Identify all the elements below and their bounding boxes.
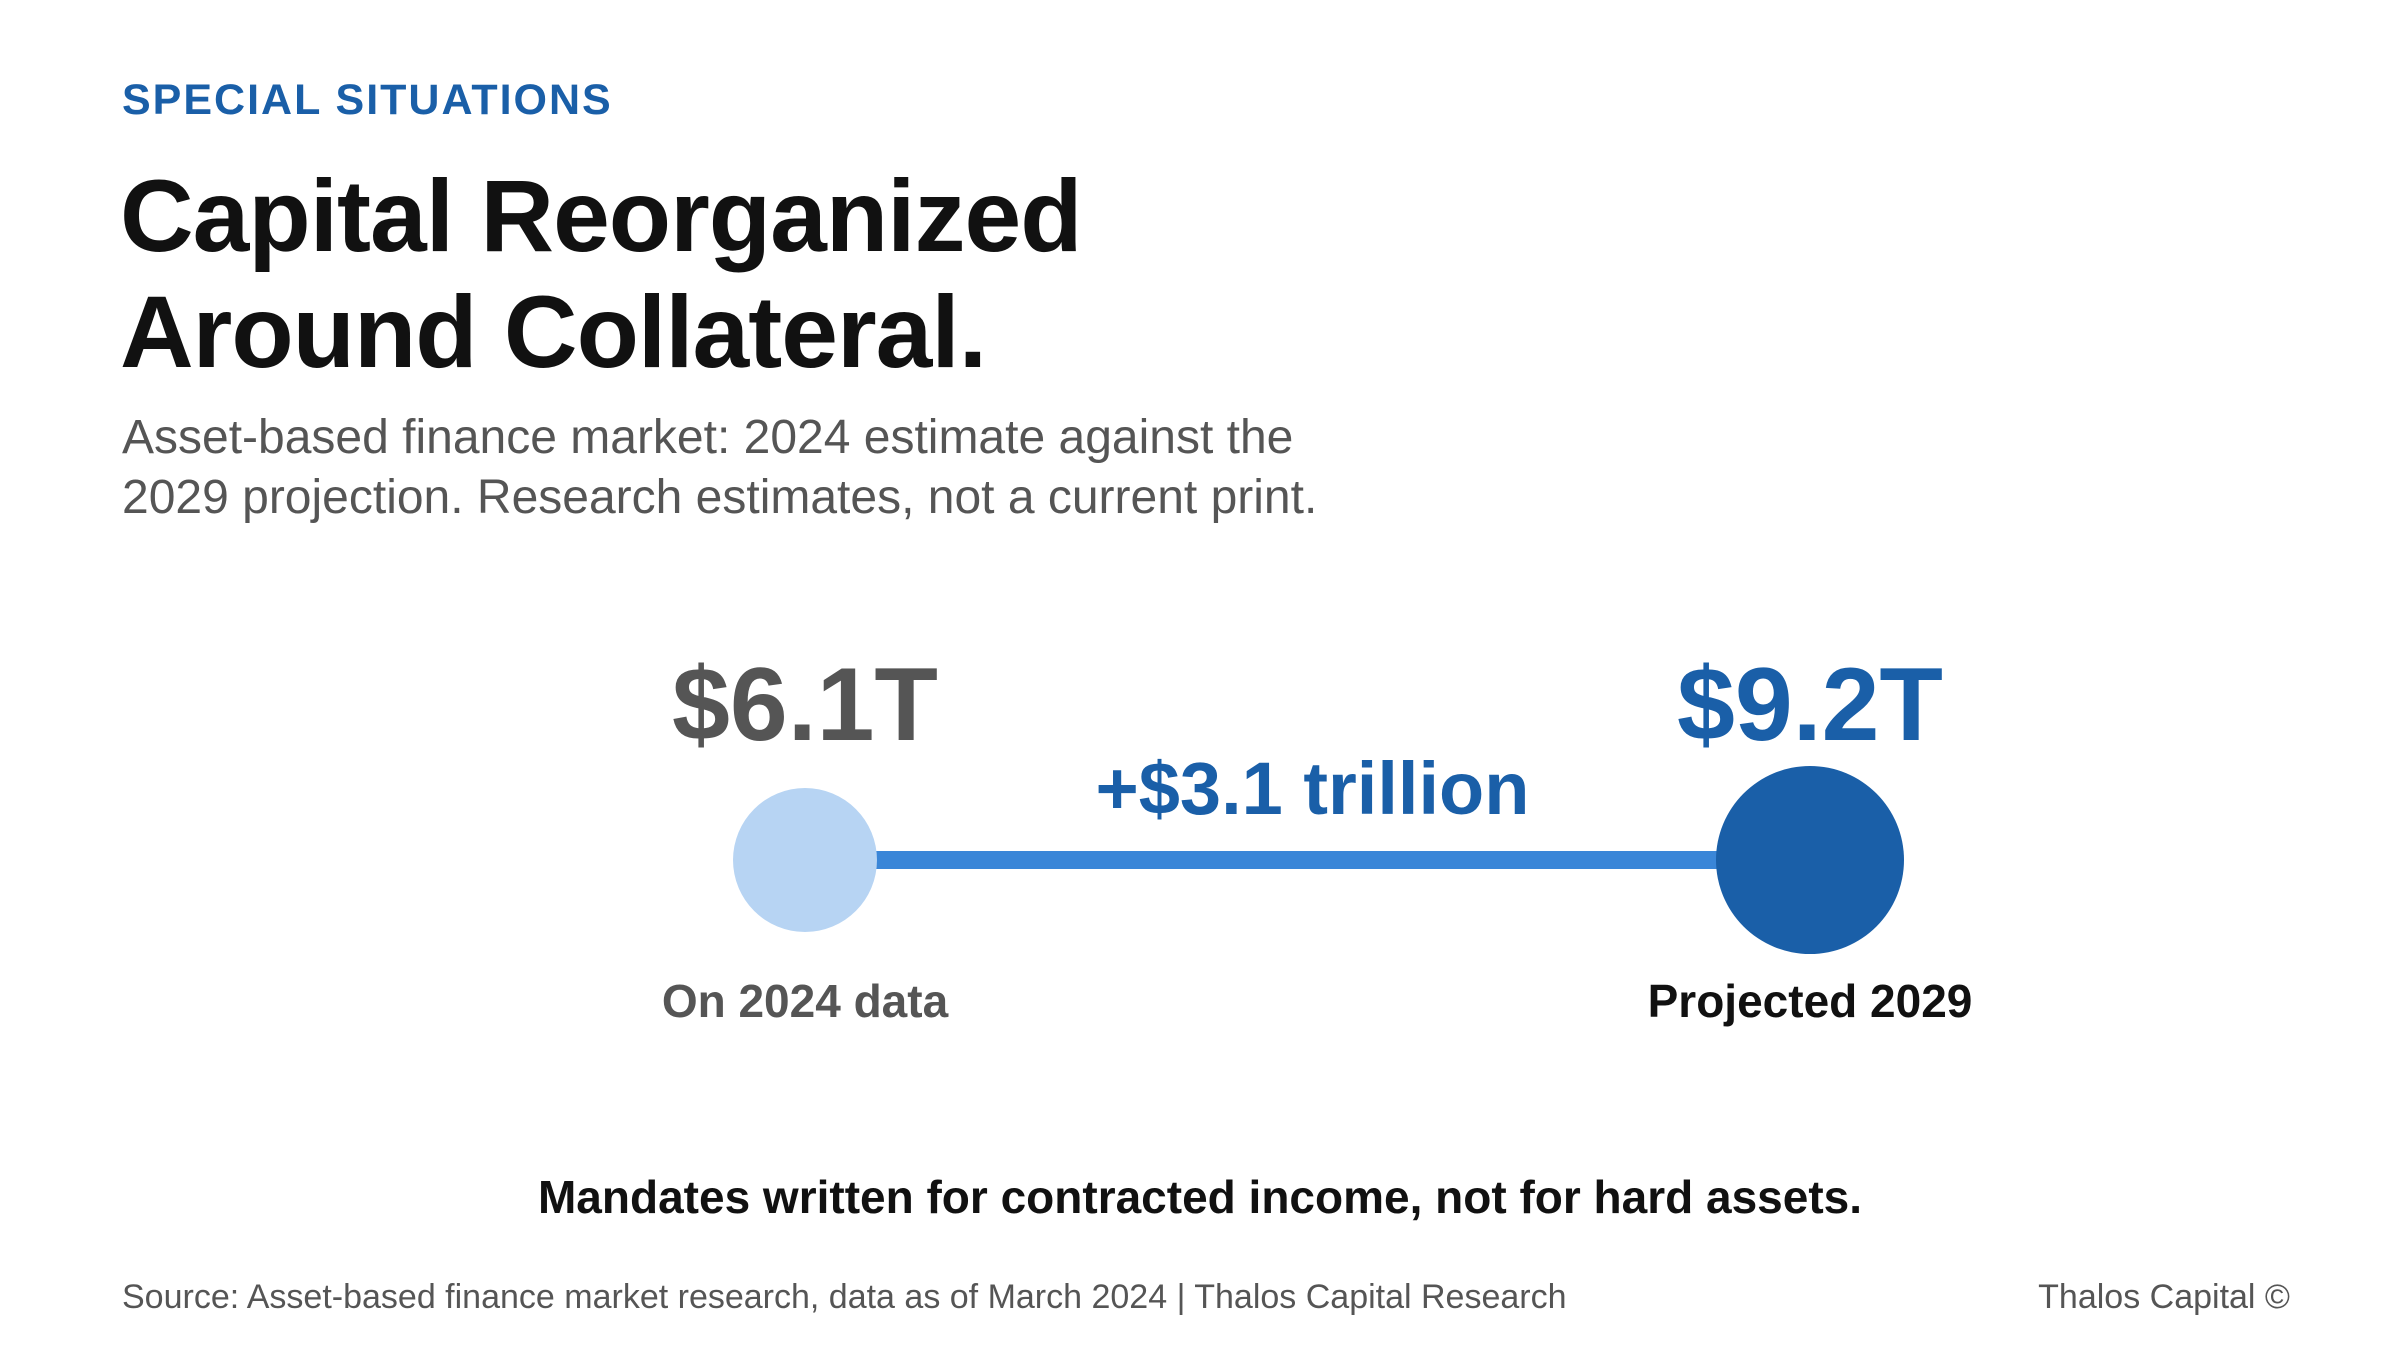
data-point-category-label: Projected 2029 <box>1648 975 1973 1027</box>
subtitle-line-2: 2029 projection. Research estimates, not… <box>122 471 1318 524</box>
subtitle-line-1: Asset-based finance market: 2024 estimat… <box>122 411 1294 464</box>
source-note: Source: Asset-based finance market resea… <box>122 1278 1567 1316</box>
data-point-marker <box>1716 766 1904 954</box>
dumbbell-chart: +$3.1 trillion $6.1T On 2024 data $9.2T Pro… <box>662 647 1973 1027</box>
data-point-marker <box>733 788 877 932</box>
data-point-value-label: $9.2T <box>1677 647 1943 763</box>
data-point-0: $6.1T On 2024 data <box>662 647 949 1027</box>
brand-mark: Thalos Capital © <box>2038 1278 2290 1316</box>
data-point-1: $9.2T Projected 2029 <box>1648 647 1973 1027</box>
data-point-value-label: $6.1T <box>672 647 938 763</box>
page-title-line-2: Around Collateral. <box>120 275 987 389</box>
page-title-line-1: Capital Reorganized <box>120 159 1083 273</box>
data-point-category-label: On 2024 data <box>662 975 949 1027</box>
eyebrow-label: SPECIAL SITUATIONS <box>122 76 613 124</box>
subtitle: Asset-based finance market: 2024 estimat… <box>122 408 1317 528</box>
tagline: Mandates written for contracted income, … <box>537 1171 1863 1223</box>
delta-label: +$3.1 trillion <box>1096 747 1530 830</box>
page-title: Capital Reorganized Around Collateral. <box>120 158 1083 390</box>
